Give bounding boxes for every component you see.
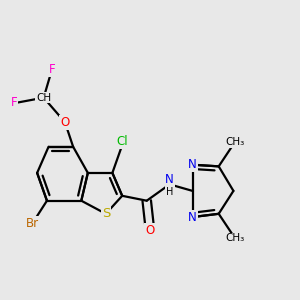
- Text: Cl: Cl: [116, 135, 128, 148]
- Text: Br: Br: [26, 217, 39, 230]
- Text: N: N: [188, 211, 197, 224]
- Text: CH₃: CH₃: [225, 137, 245, 147]
- Text: H: H: [166, 187, 173, 196]
- Text: N: N: [188, 158, 197, 171]
- Text: F: F: [49, 63, 55, 76]
- Text: CH: CH: [36, 93, 51, 103]
- Text: F: F: [11, 96, 17, 109]
- Text: CH₃: CH₃: [225, 233, 245, 243]
- Text: N: N: [165, 173, 174, 186]
- Text: O: O: [146, 224, 154, 237]
- Text: S: S: [102, 207, 110, 220]
- Text: O: O: [60, 116, 70, 129]
